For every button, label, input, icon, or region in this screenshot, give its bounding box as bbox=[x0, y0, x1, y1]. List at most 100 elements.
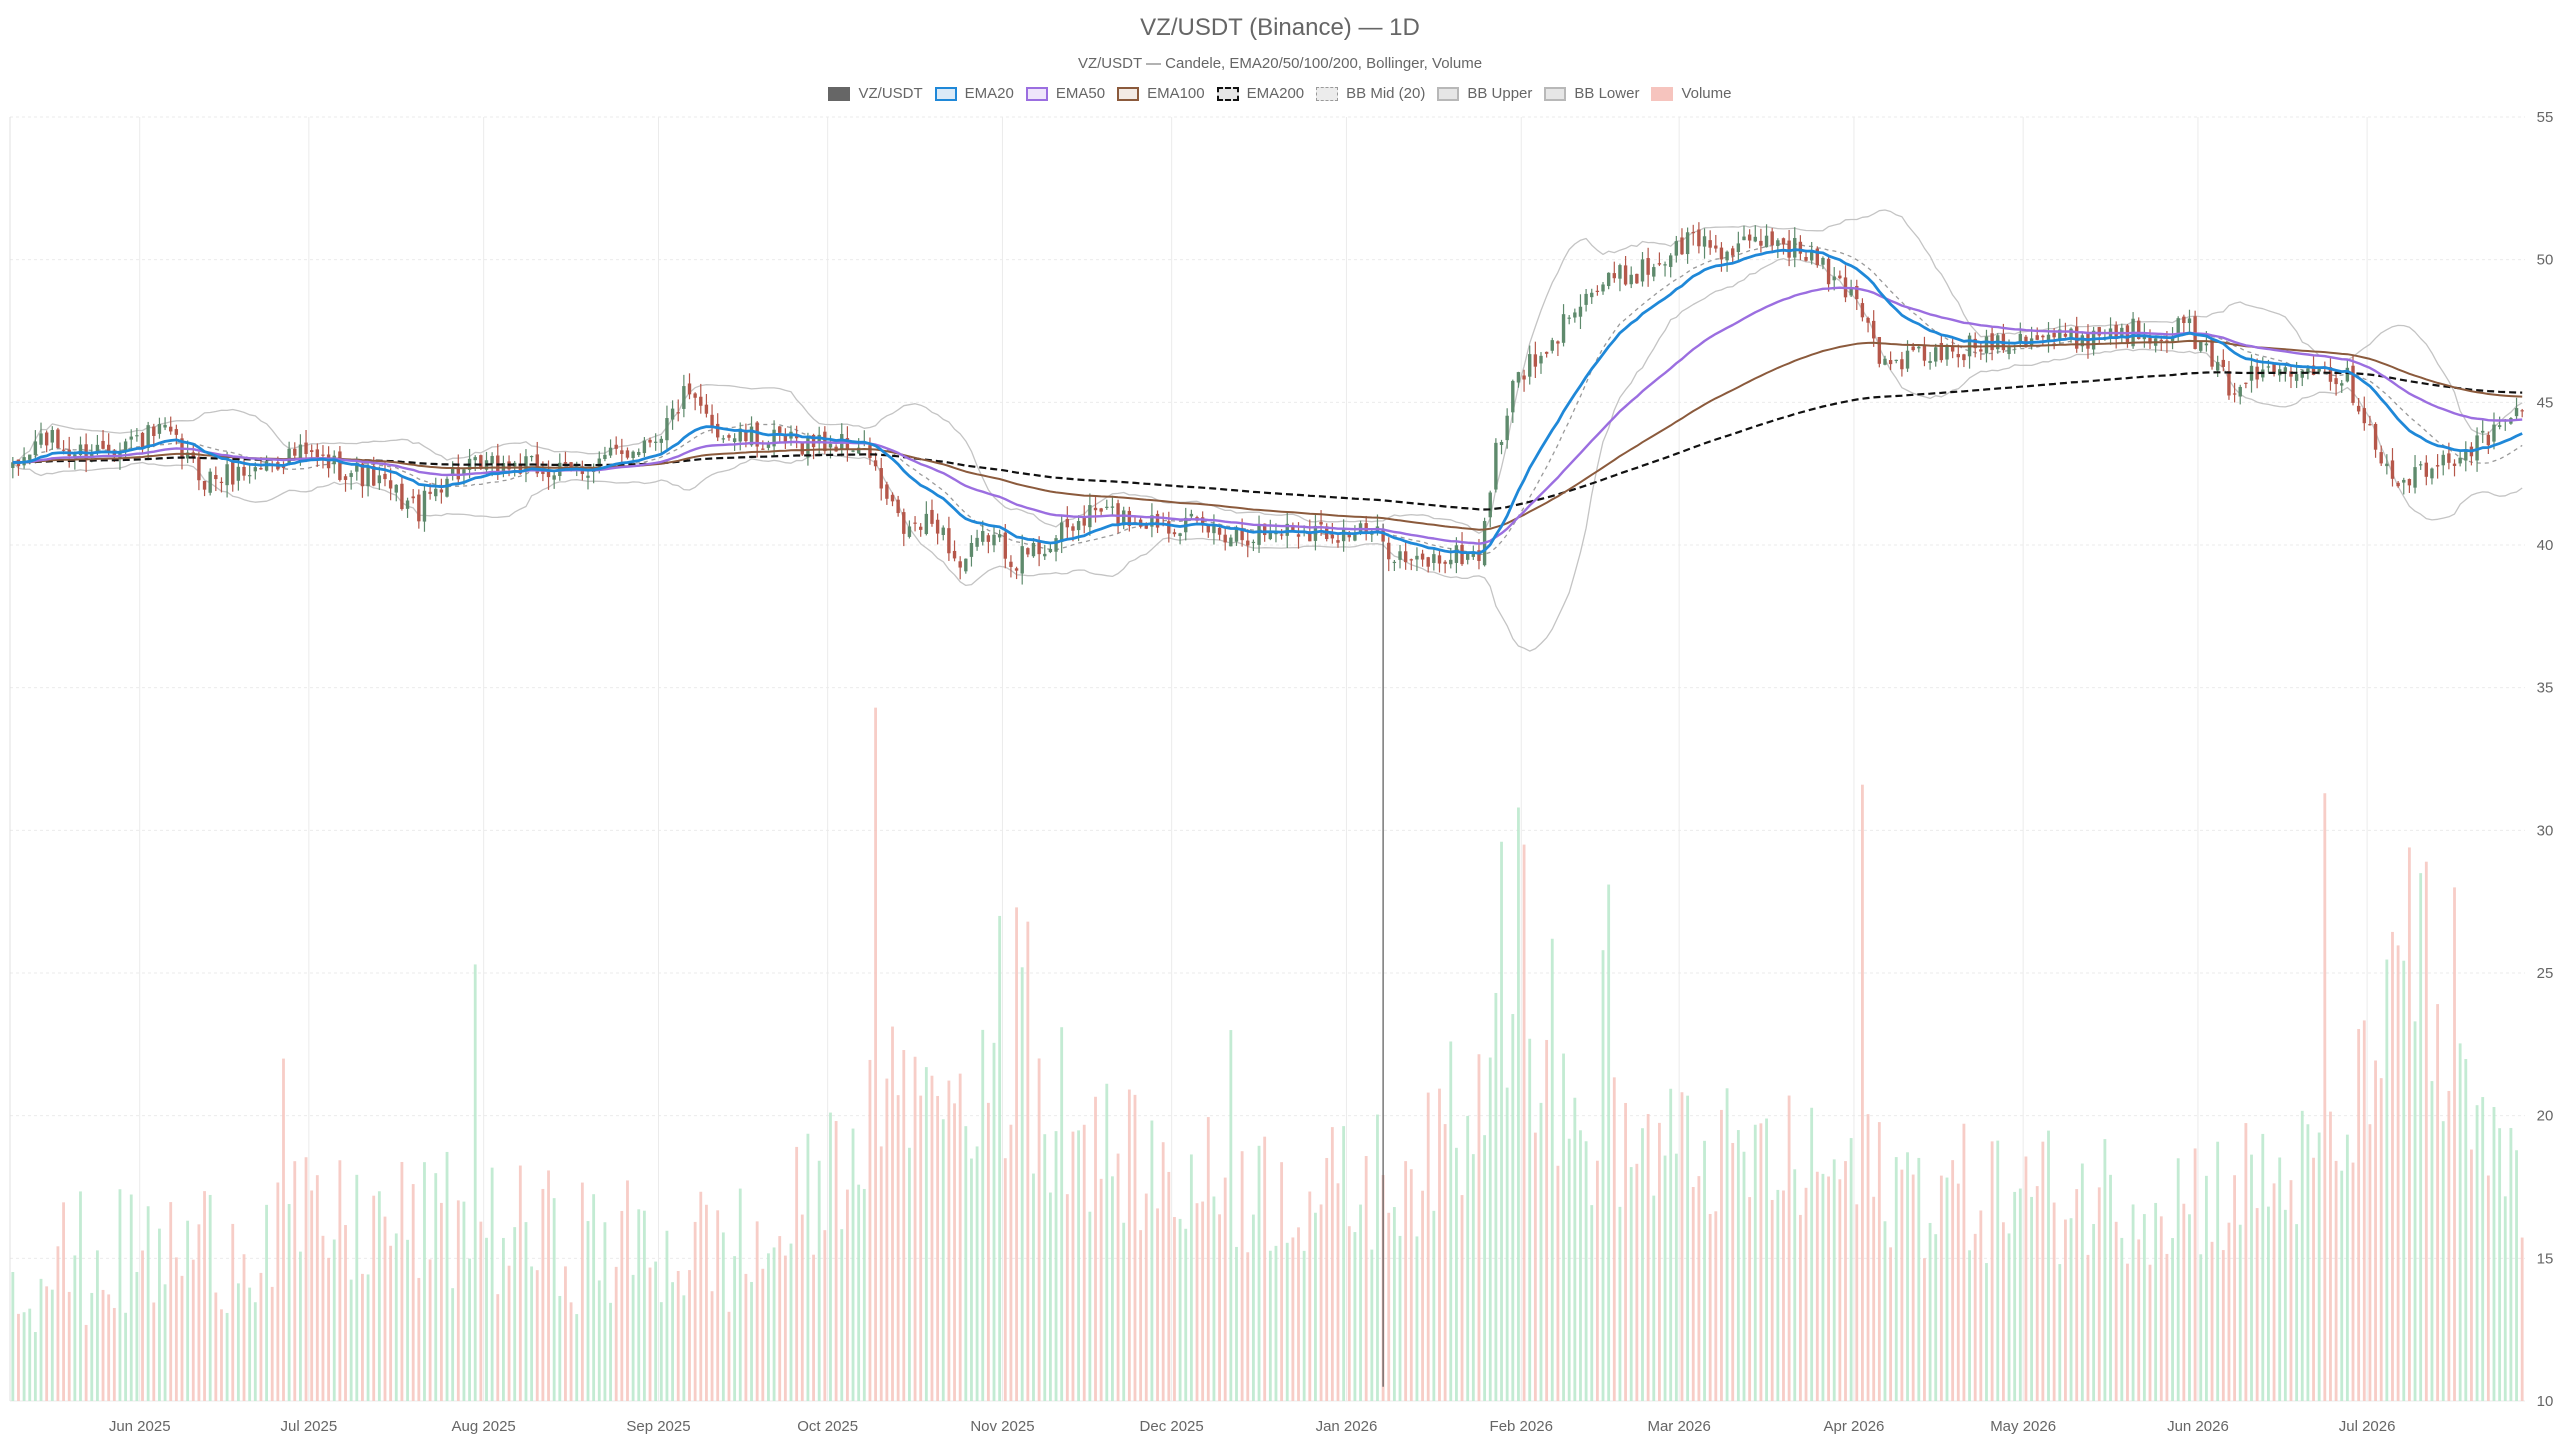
candle-body bbox=[281, 466, 286, 468]
legend-item-bb-lower[interactable]: BB Lower bbox=[1544, 85, 1639, 102]
candle bbox=[1612, 261, 1616, 283]
volume-bar bbox=[1122, 1222, 1126, 1401]
legend-item-volume[interactable]: Volume bbox=[1651, 85, 1732, 102]
legend-item-bb-mid-20[interactable]: BB Mid (20) bbox=[1316, 85, 1425, 102]
volume-bar bbox=[1477, 1054, 1481, 1401]
candle bbox=[856, 438, 861, 454]
candle-body bbox=[157, 424, 162, 434]
legend-item-bb-upper[interactable]: BB Upper bbox=[1437, 85, 1532, 102]
volume-bar bbox=[2114, 1221, 2118, 1401]
legend-item-ema50[interactable]: EMA50 bbox=[1025, 85, 1105, 102]
candle-body bbox=[868, 445, 872, 458]
candle bbox=[2097, 326, 2101, 344]
volume-bar bbox=[2210, 1241, 2214, 1401]
candle-body bbox=[569, 462, 573, 468]
volume-bar bbox=[310, 1190, 314, 1401]
legend-item-ema100[interactable]: EMA100 bbox=[1117, 85, 1205, 102]
candle-body bbox=[1195, 517, 1199, 519]
candle-body bbox=[434, 488, 438, 497]
volume-bar bbox=[1962, 1123, 1966, 1401]
candle-body bbox=[61, 449, 66, 451]
legend-swatch bbox=[1437, 86, 1460, 101]
candle bbox=[180, 433, 184, 470]
volume-bar bbox=[1426, 1092, 1430, 1401]
volume-bar bbox=[1060, 1027, 1064, 1401]
volume-bar bbox=[1206, 1117, 1210, 1401]
candle bbox=[1009, 555, 1013, 578]
volume-bar bbox=[2001, 1222, 2005, 1401]
volume-bar bbox=[2120, 1237, 2124, 1401]
volume-bar bbox=[1020, 967, 1024, 1401]
candle bbox=[1708, 230, 1712, 255]
volume-bar bbox=[163, 1284, 167, 1401]
volume-bar bbox=[834, 1121, 838, 1401]
candle-body bbox=[2232, 393, 2237, 395]
candle bbox=[1872, 310, 1876, 347]
volume-bar bbox=[265, 1204, 268, 1401]
volume-bar bbox=[896, 1095, 900, 1401]
candle bbox=[1578, 294, 1583, 329]
candle-body bbox=[749, 426, 754, 446]
volume-bar bbox=[231, 1223, 235, 1401]
candle bbox=[405, 497, 410, 518]
candle-body bbox=[90, 453, 94, 458]
candle bbox=[941, 525, 945, 541]
candle-body bbox=[1127, 510, 1132, 526]
candle-body bbox=[1494, 442, 1498, 490]
volume-bar bbox=[1973, 1233, 1977, 1401]
candle-body bbox=[631, 451, 635, 458]
candle bbox=[2418, 461, 2423, 470]
candle-body bbox=[28, 454, 32, 460]
candle-body bbox=[2266, 366, 2271, 368]
volume-bar bbox=[2137, 1239, 2141, 1401]
candle bbox=[1764, 224, 1769, 248]
legend-item-ema20[interactable]: EMA20 bbox=[934, 85, 1014, 102]
candle bbox=[879, 457, 883, 501]
candle-body bbox=[2238, 386, 2242, 397]
volume-bar bbox=[654, 1261, 658, 1401]
candle bbox=[1308, 519, 1312, 542]
candle bbox=[586, 469, 590, 490]
candle-body bbox=[1150, 515, 1154, 527]
volume-bar bbox=[2374, 1060, 2377, 1401]
candle bbox=[1155, 510, 1160, 534]
candle bbox=[1601, 281, 1605, 295]
candle bbox=[1567, 315, 1571, 325]
volume-bar bbox=[614, 1266, 618, 1401]
candle-body bbox=[1381, 528, 1385, 542]
candle-body bbox=[287, 448, 291, 464]
candle-body bbox=[2187, 318, 2192, 324]
volume-bar bbox=[1325, 1157, 1329, 1401]
candle-body bbox=[2435, 465, 2440, 467]
candle bbox=[986, 533, 991, 554]
candle-body bbox=[902, 512, 906, 534]
volume-bar bbox=[626, 1180, 629, 1401]
volume-bar bbox=[778, 1236, 782, 1401]
volume-bar bbox=[2475, 1105, 2479, 1401]
volume-bar bbox=[1263, 1136, 1267, 1401]
candle-body bbox=[2215, 362, 2220, 371]
legend: VZ/USDT EMA20 EMA50 EMA100 EMA200 BB Mid (20)… bbox=[0, 85, 2560, 102]
candle-body bbox=[1776, 240, 1780, 247]
candle-body bbox=[1888, 360, 1893, 365]
candle-body bbox=[2317, 367, 2321, 372]
legend-item-ema200[interactable]: EMA200 bbox=[1216, 85, 1304, 102]
candle bbox=[135, 428, 139, 442]
candle-body bbox=[620, 450, 624, 454]
legend-item-vz-usdt[interactable]: VZ/USDT bbox=[828, 85, 923, 102]
candle bbox=[997, 529, 1002, 543]
candle bbox=[1950, 338, 1955, 359]
candle bbox=[1973, 332, 1977, 358]
candle-body bbox=[1240, 529, 1244, 541]
volume-bar bbox=[1178, 1218, 1182, 1401]
candle-body bbox=[1291, 525, 1295, 531]
candle bbox=[1759, 228, 1763, 253]
candle bbox=[1217, 526, 1222, 541]
candle bbox=[1341, 519, 1346, 552]
candle bbox=[868, 437, 872, 465]
volume-bar bbox=[1550, 938, 1554, 1401]
candle bbox=[1110, 495, 1115, 517]
candle-body bbox=[1759, 240, 1763, 246]
candle-body bbox=[682, 386, 686, 409]
volume-bar bbox=[2007, 1233, 2011, 1401]
